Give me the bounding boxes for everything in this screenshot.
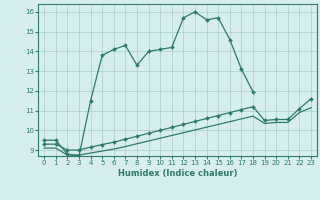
X-axis label: Humidex (Indice chaleur): Humidex (Indice chaleur) xyxy=(118,169,237,178)
